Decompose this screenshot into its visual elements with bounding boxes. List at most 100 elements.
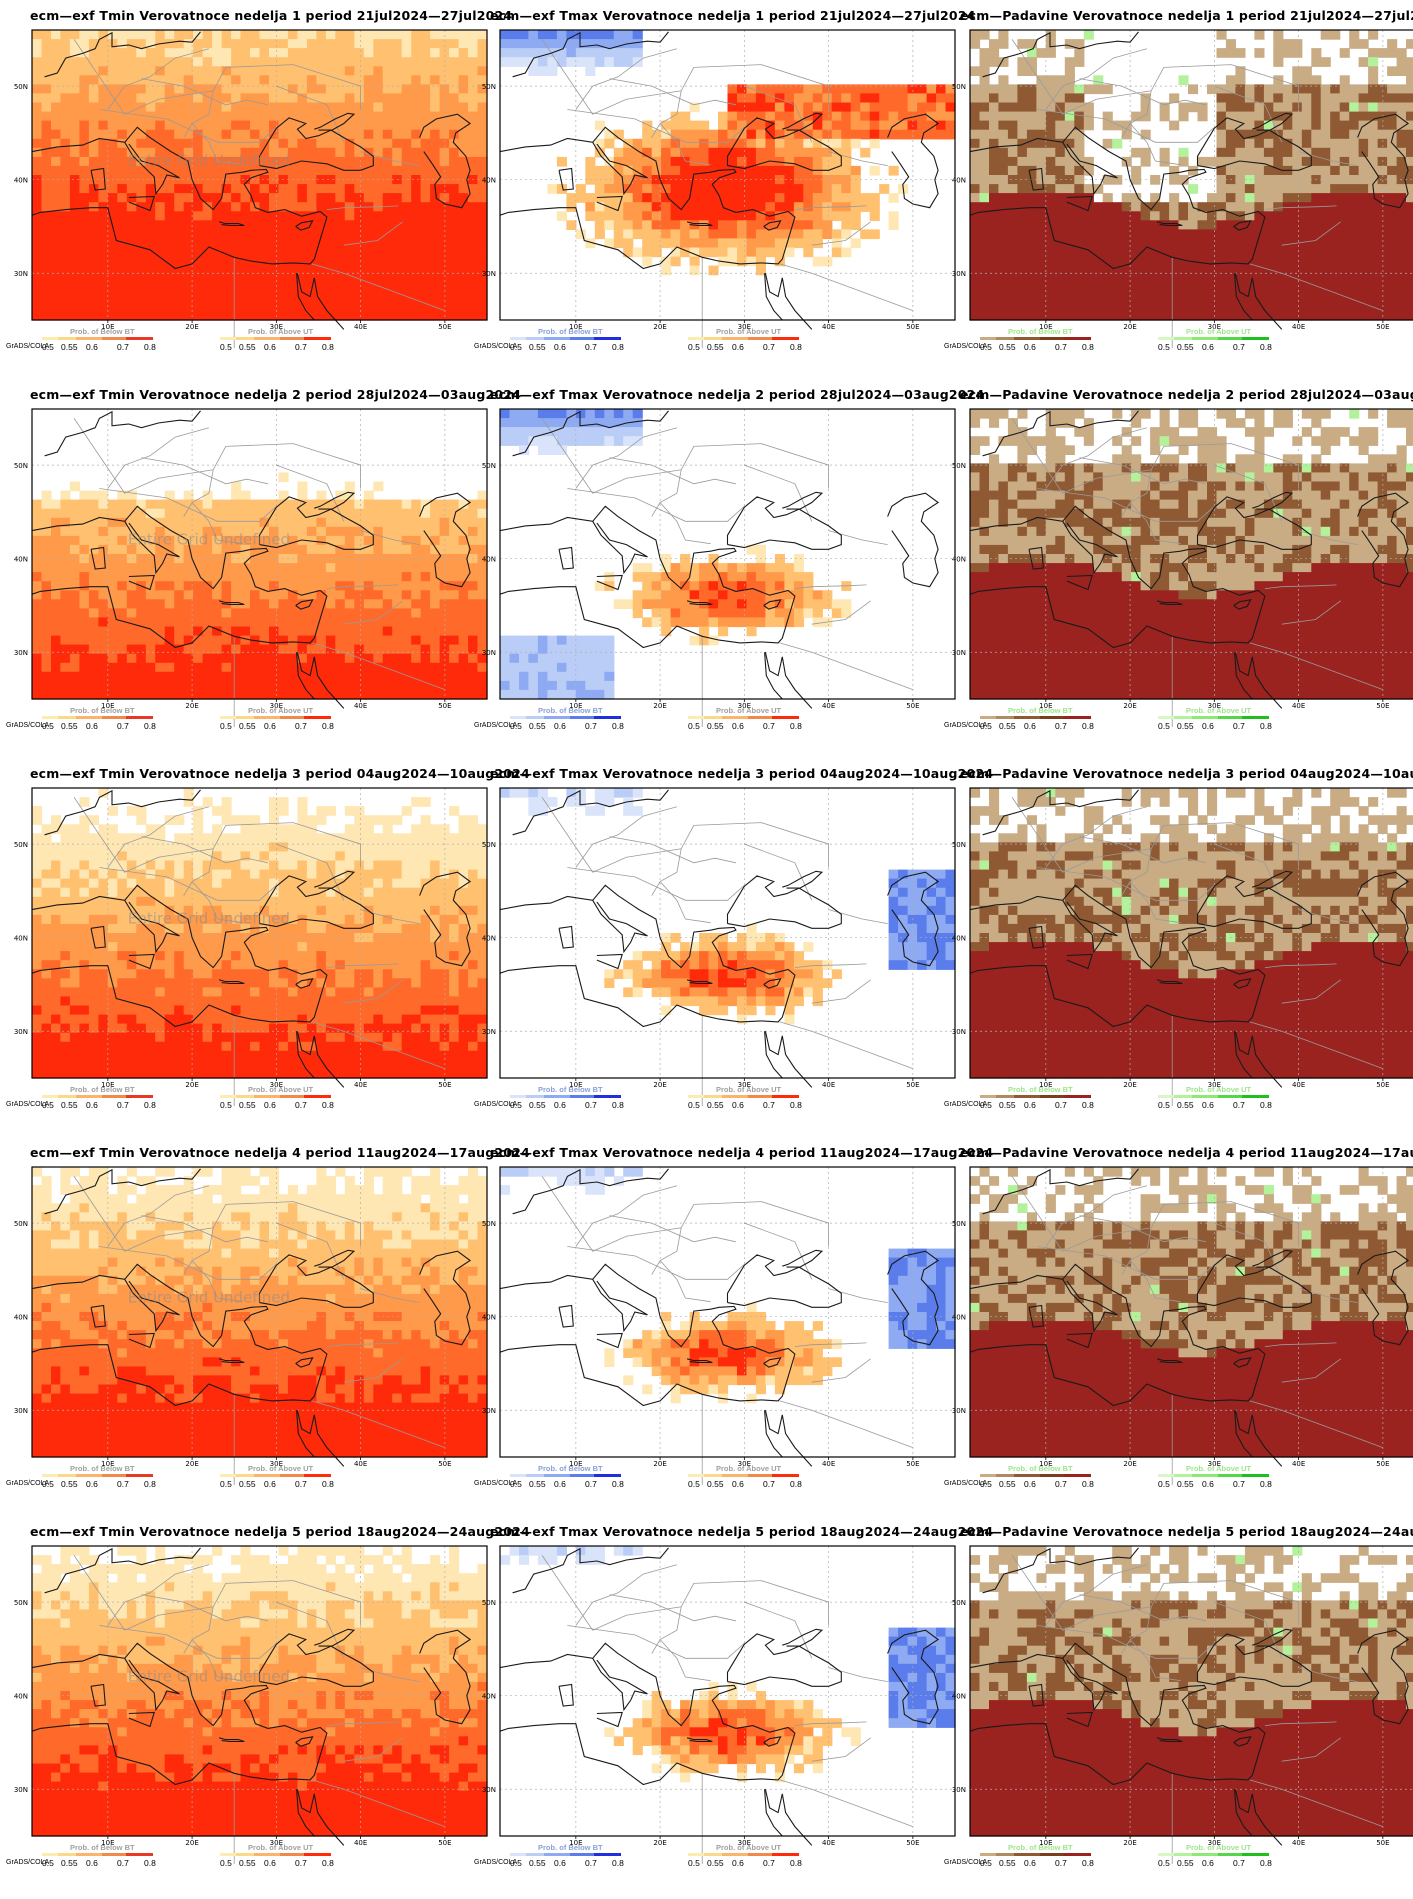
- legend-tick-label: 0.55: [999, 721, 1016, 731]
- legend-swatch: [1218, 1095, 1242, 1098]
- legend-title: Prob. of Above UT: [248, 1843, 313, 1852]
- lon-tick-label: 50E: [438, 1460, 451, 1468]
- legend-swatch: [58, 1853, 76, 1856]
- legend-swatch: [1040, 1095, 1064, 1098]
- legend-tick-label: 0.8: [612, 342, 624, 352]
- map-panel-precip-week-4: ecm—Padavine Verovatnoce nedelja 4 perio…: [944, 1145, 1409, 1520]
- legend-swatch: [76, 1095, 102, 1098]
- legend-tick-label: 0.5: [220, 342, 232, 352]
- lon-tick-label: 20E: [1123, 1081, 1136, 1089]
- legend-title: Prob. of Below BT: [70, 327, 135, 336]
- legend-title: Prob. of Above UT: [716, 1843, 781, 1852]
- probability-grid: [970, 30, 1413, 321]
- undefined-grid-watermark: Entire Grid Undefined: [128, 1289, 290, 1307]
- legend-swatch: [1218, 1474, 1242, 1477]
- lat-tick-label: 40N: [952, 1314, 966, 1322]
- legend-tick-label: 0.7: [763, 342, 775, 352]
- legend-tick-label: 0.5: [1158, 1100, 1170, 1110]
- legend-title: Prob. of Above UT: [1186, 1843, 1251, 1852]
- legend-swatch: [980, 337, 996, 340]
- legend-swatch: [280, 1853, 304, 1856]
- legend-tick-label: 0.8: [790, 1479, 802, 1489]
- legend-swatch: [526, 716, 544, 719]
- legend-swatch: [42, 1095, 58, 1098]
- legend-tick-label: 0.6: [1202, 1479, 1214, 1489]
- legend-swatch: [526, 1474, 544, 1477]
- legend-tick-label: 0.55: [61, 342, 78, 352]
- legend-swatch: [594, 1095, 621, 1098]
- legend-swatch: [1192, 1095, 1218, 1098]
- lat-tick-label: 50N: [952, 1599, 966, 1607]
- legend-swatch: [236, 1095, 254, 1098]
- legend-title: Prob. of Below BT: [1008, 1464, 1073, 1473]
- legend-tick-label: 0.8: [612, 1479, 624, 1489]
- map-panel-precip-week-3: ecm—Padavine Verovatnoce nedelja 3 perio…: [944, 766, 1409, 1141]
- legend-title: Prob. of Below BT: [1008, 706, 1073, 715]
- lon-tick-label: 20E: [1123, 1839, 1136, 1847]
- lon-tick-label: 20E: [185, 1839, 198, 1847]
- legend-swatch: [1242, 716, 1269, 719]
- legend-tick-label: 0.55: [707, 1858, 724, 1868]
- lat-tick-label: 40N: [952, 1693, 966, 1701]
- legend-swatch: [510, 1095, 526, 1098]
- legend-swatch: [594, 1853, 621, 1856]
- legend-tick-label: 0.6: [264, 1858, 276, 1868]
- map-panel-precip-week-5: ecm—Padavine Verovatnoce nedelja 5 perio…: [944, 1524, 1409, 1899]
- legend-swatch: [1174, 337, 1192, 340]
- legend-swatch: [1174, 1474, 1192, 1477]
- legend-swatch: [280, 1474, 304, 1477]
- legend-tick-label: 0.8: [144, 1858, 156, 1868]
- legend-swatch: [1158, 337, 1174, 340]
- legend-tick-label: 0.55: [61, 1858, 78, 1868]
- lon-tick-label: 50E: [906, 323, 919, 331]
- legend-tick-label: 0.7: [585, 342, 597, 352]
- lon-tick-label: 40E: [1292, 1460, 1305, 1468]
- legend-tick-label: 0.5: [980, 1100, 992, 1110]
- legend-tick-label: 0.8: [144, 1479, 156, 1489]
- legend-tick-label: 0.55: [707, 1100, 724, 1110]
- legend-swatch: [748, 1474, 772, 1477]
- lat-tick-label: 40N: [14, 177, 28, 185]
- legend-swatch: [1192, 1474, 1218, 1477]
- legend-tick-label: 0.8: [144, 342, 156, 352]
- legend-swatch: [1064, 1095, 1091, 1098]
- legend-tick-label: 0.5: [688, 1858, 700, 1868]
- legend-swatch: [772, 1474, 799, 1477]
- undefined-grid-watermark: Entire Grid Undefined: [128, 910, 290, 928]
- legend-swatch: [722, 337, 748, 340]
- map-panel-tmax-week-1: ecm—exf Tmax Verovatnoce nedelja 1 perio…: [474, 8, 939, 383]
- lat-tick-label: 30N: [952, 1786, 966, 1794]
- lon-tick-label: 40E: [822, 323, 835, 331]
- map-panel-precip-week-1: ecm—Padavine Verovatnoce nedelja 1 perio…: [944, 8, 1409, 383]
- legend-swatch: [1014, 1095, 1040, 1098]
- legend-swatch: [102, 1474, 126, 1477]
- legend-swatch: [704, 1095, 722, 1098]
- legend-swatch: [544, 1095, 570, 1098]
- lat-tick-label: 30N: [14, 1028, 28, 1036]
- legend-tick-label: 0.8: [1082, 1858, 1094, 1868]
- legend-title: Prob. of Above UT: [1186, 327, 1251, 336]
- legend-swatch: [102, 337, 126, 340]
- legend-swatch: [594, 1474, 621, 1477]
- legend-swatch: [688, 337, 704, 340]
- legend-tick-label: 0.5: [510, 1100, 522, 1110]
- lat-tick-label: 30N: [482, 1028, 496, 1036]
- legend-swatch: [544, 1853, 570, 1856]
- lon-tick-label: 40E: [354, 1839, 367, 1847]
- panel-title: ecm—exf Tmin Verovatnoce nedelja 5 perio…: [30, 1524, 530, 1539]
- lon-tick-label: 40E: [354, 1460, 367, 1468]
- legend-swatch: [544, 337, 570, 340]
- lat-tick-label: 40N: [14, 1693, 28, 1701]
- legend-tick-label: 0.7: [295, 721, 307, 731]
- legend-tick-label: 0.8: [1082, 1100, 1094, 1110]
- legend-title: Prob. of Below BT: [1008, 1085, 1073, 1094]
- legend-swatch: [1242, 337, 1269, 340]
- map-panel-precip-week-2: ecm—Padavine Verovatnoce nedelja 2 perio…: [944, 387, 1409, 762]
